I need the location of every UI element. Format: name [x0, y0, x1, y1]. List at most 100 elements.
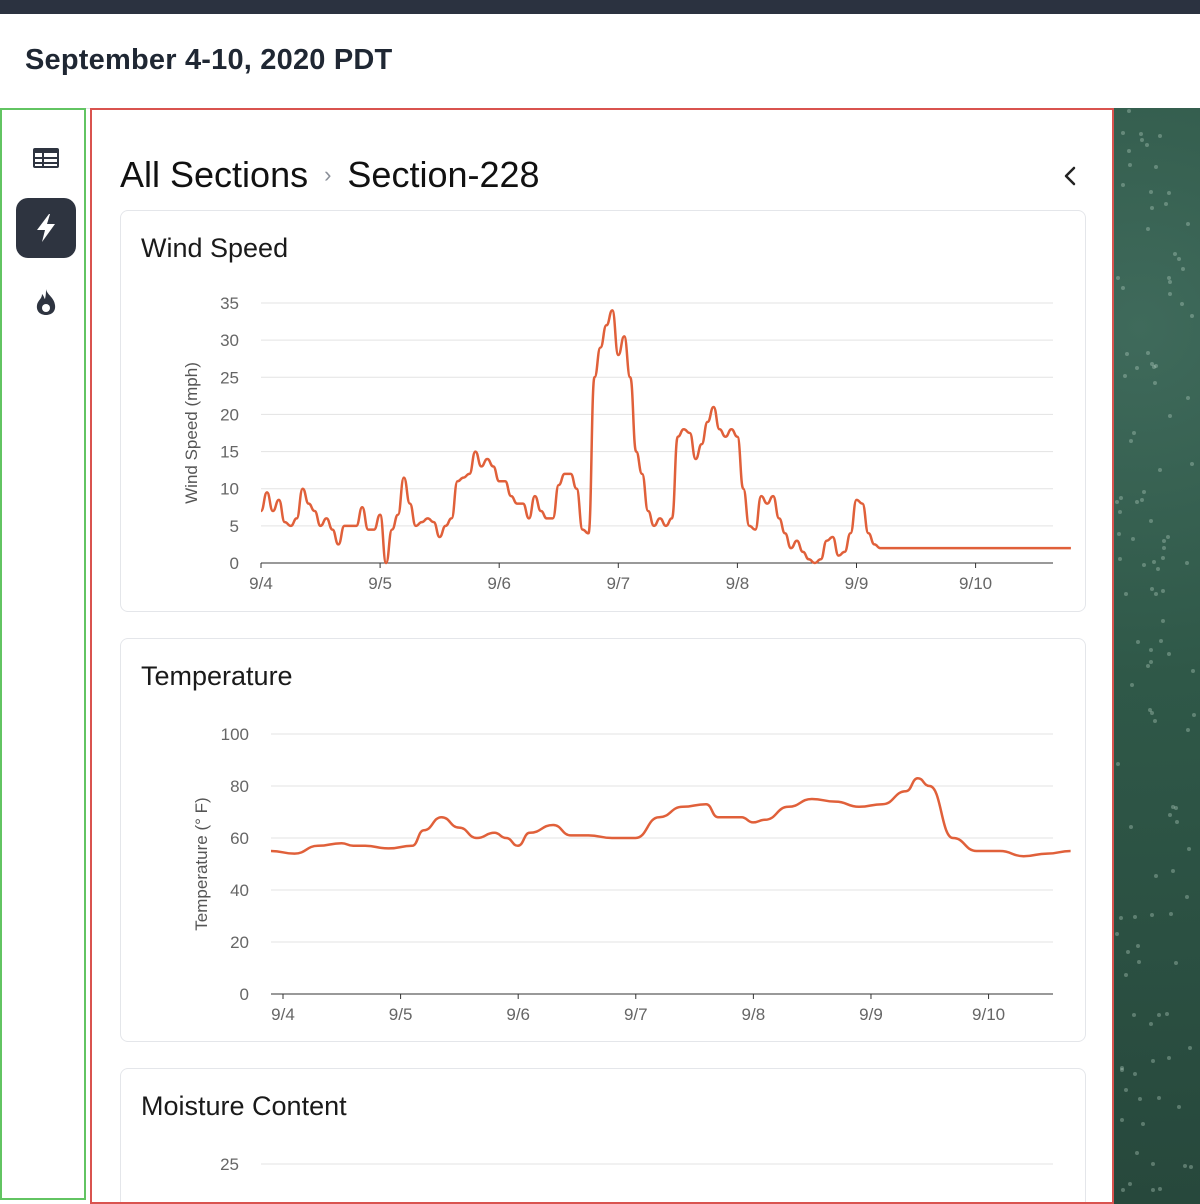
map-speck [1150, 206, 1155, 211]
x-tick-label: 9/5 [389, 1005, 413, 1024]
map-speck [1123, 373, 1128, 378]
section-panel: All Sections › Section-228 Wind Speed 0 5… [90, 108, 1114, 1204]
map-speck [1156, 1013, 1161, 1018]
map-speck [1133, 1071, 1138, 1076]
map-speck [1127, 148, 1132, 153]
map-speck [1130, 683, 1134, 688]
map-speck [1189, 1165, 1194, 1170]
map-speck [1157, 468, 1162, 473]
page-header: September 4-10, 2020 PDT [0, 14, 1200, 109]
map-speck [1149, 519, 1154, 524]
map-speck [1118, 916, 1123, 921]
map-speck [1120, 1117, 1125, 1122]
map-speck [1153, 874, 1158, 879]
map-speck [1136, 959, 1141, 964]
map-speck [1141, 1122, 1146, 1126]
map-speck [1152, 559, 1157, 564]
map-speck [1114, 500, 1119, 505]
sidebar-item-table[interactable] [16, 128, 76, 188]
map-speck [1131, 536, 1136, 541]
map-speck [1126, 950, 1131, 955]
y-tick-label: 40 [230, 881, 249, 900]
map-speck [1166, 1055, 1171, 1060]
map-speck [1184, 561, 1189, 566]
map-speck [1147, 707, 1152, 712]
map-speck [1176, 1105, 1181, 1110]
map-speck [1162, 545, 1167, 550]
map-speck [1174, 960, 1179, 965]
lightning-icon [37, 214, 55, 242]
collapse-panel-button[interactable] [1058, 162, 1082, 190]
map-speck [1158, 639, 1163, 644]
map-speck [1151, 1187, 1156, 1192]
map-speck [1141, 562, 1146, 567]
map-speck [1163, 202, 1168, 207]
map-speck [1124, 972, 1128, 977]
map-speck [1139, 131, 1144, 136]
map-speck [1136, 640, 1141, 645]
map-speck [1177, 256, 1182, 261]
map-speck [1173, 251, 1178, 256]
map-speck [1185, 727, 1190, 732]
map-speck [1146, 663, 1151, 668]
map-speck [1135, 1150, 1140, 1155]
map-speck [1118, 510, 1123, 515]
map-speck [1150, 711, 1155, 716]
map-speck [1161, 555, 1166, 560]
map-speck [1123, 592, 1128, 597]
x-tick-label: 9/8 [742, 1005, 766, 1024]
map-speck [1167, 280, 1172, 285]
map-speck [1150, 913, 1155, 918]
y-tick-label: 25 [220, 368, 239, 387]
map-speck [1166, 191, 1171, 196]
sidebar-item-wind[interactable] [16, 198, 76, 258]
chevron-left-icon [1064, 166, 1076, 186]
map-speck [1166, 275, 1171, 280]
map-speck [1190, 314, 1195, 319]
map-speck [1180, 302, 1185, 307]
y-tick-label: 0 [230, 554, 239, 573]
map-speck [1157, 1095, 1162, 1100]
breadcrumb-current-section: Section-228 [347, 154, 540, 195]
series-line [270, 776, 1071, 858]
sidebar-item-fire[interactable] [16, 272, 76, 332]
map-speck [1145, 142, 1150, 147]
map-speck [1123, 1087, 1128, 1092]
x-tick-label: 9/6 [506, 1005, 530, 1024]
map-speck [1115, 276, 1120, 281]
map-speck [1158, 134, 1163, 139]
temperature-card: Temperature 0 20 40 60 80 100 Temperature (° F… [120, 638, 1086, 1042]
map-speck [1116, 531, 1121, 536]
map-background[interactable] [1114, 108, 1200, 1204]
map-speck [1173, 805, 1178, 810]
y-tick-label: 80 [230, 777, 249, 796]
map-speck [1120, 130, 1125, 135]
map-speck [1149, 1021, 1154, 1026]
x-tick-label: 9/10 [972, 1005, 1005, 1024]
map-speck [1153, 364, 1158, 369]
map-speck [1150, 1058, 1155, 1063]
map-speck [1132, 914, 1137, 919]
map-speck [1120, 1065, 1125, 1070]
map-speck [1138, 1097, 1143, 1102]
map-speck [1191, 712, 1196, 717]
breadcrumb-all-sections[interactable]: All Sections [120, 154, 309, 195]
map-speck [1160, 619, 1165, 624]
map-speck [1190, 668, 1195, 673]
x-tick-label: 9/9 [859, 1005, 883, 1024]
map-speck [1116, 762, 1121, 767]
moisture-content-chart: 25 [220, 1155, 1053, 1174]
map-speck [1156, 567, 1161, 572]
breadcrumb-separator: › [324, 162, 332, 187]
x-tick-label: 9/10 [959, 574, 992, 593]
fire-icon [36, 289, 56, 315]
x-tick-label: 9/9 [845, 574, 869, 593]
map-speck [1166, 534, 1171, 539]
y-tick-label: 60 [230, 829, 249, 848]
x-tick-label: 9/5 [368, 574, 392, 593]
map-speck [1171, 804, 1176, 809]
map-speck [1167, 414, 1172, 419]
x-tick-label: 9/4 [249, 574, 273, 593]
y-axis-label: Wind Speed (mph) [182, 362, 201, 504]
map-speck [1152, 381, 1157, 386]
